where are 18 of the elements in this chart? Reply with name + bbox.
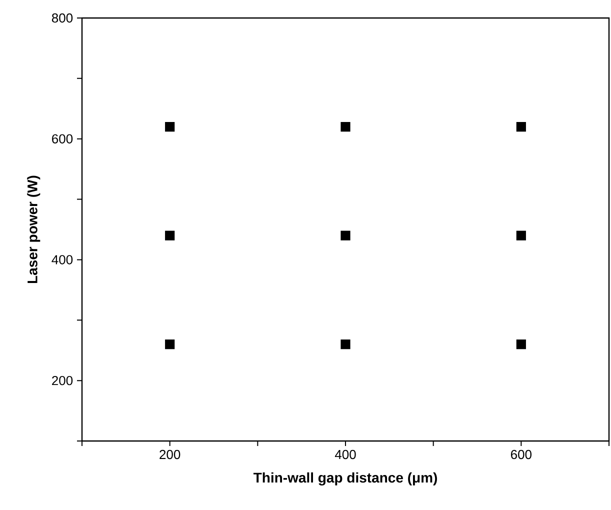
point <box>340 122 350 132</box>
point <box>165 230 175 240</box>
y-tick-label: 600 <box>52 134 73 144</box>
x-tick-label: 600 <box>510 450 532 460</box>
x-tick-label: 400 <box>334 450 356 460</box>
y-axis-title: Laser power (W) <box>27 176 40 284</box>
x-tick-label: 200 <box>160 450 180 460</box>
point <box>165 122 175 132</box>
point <box>165 340 175 350</box>
y-tick-label: 800 <box>52 13 73 23</box>
y-tick-label: 200 <box>52 376 73 386</box>
point <box>516 340 526 350</box>
point <box>340 340 350 350</box>
x-axis-title: Thin-wall gap distance (μm) <box>253 472 437 486</box>
point <box>516 230 526 240</box>
point <box>516 122 526 132</box>
y-tick-label: 400 <box>52 255 73 264</box>
point <box>340 230 350 240</box>
